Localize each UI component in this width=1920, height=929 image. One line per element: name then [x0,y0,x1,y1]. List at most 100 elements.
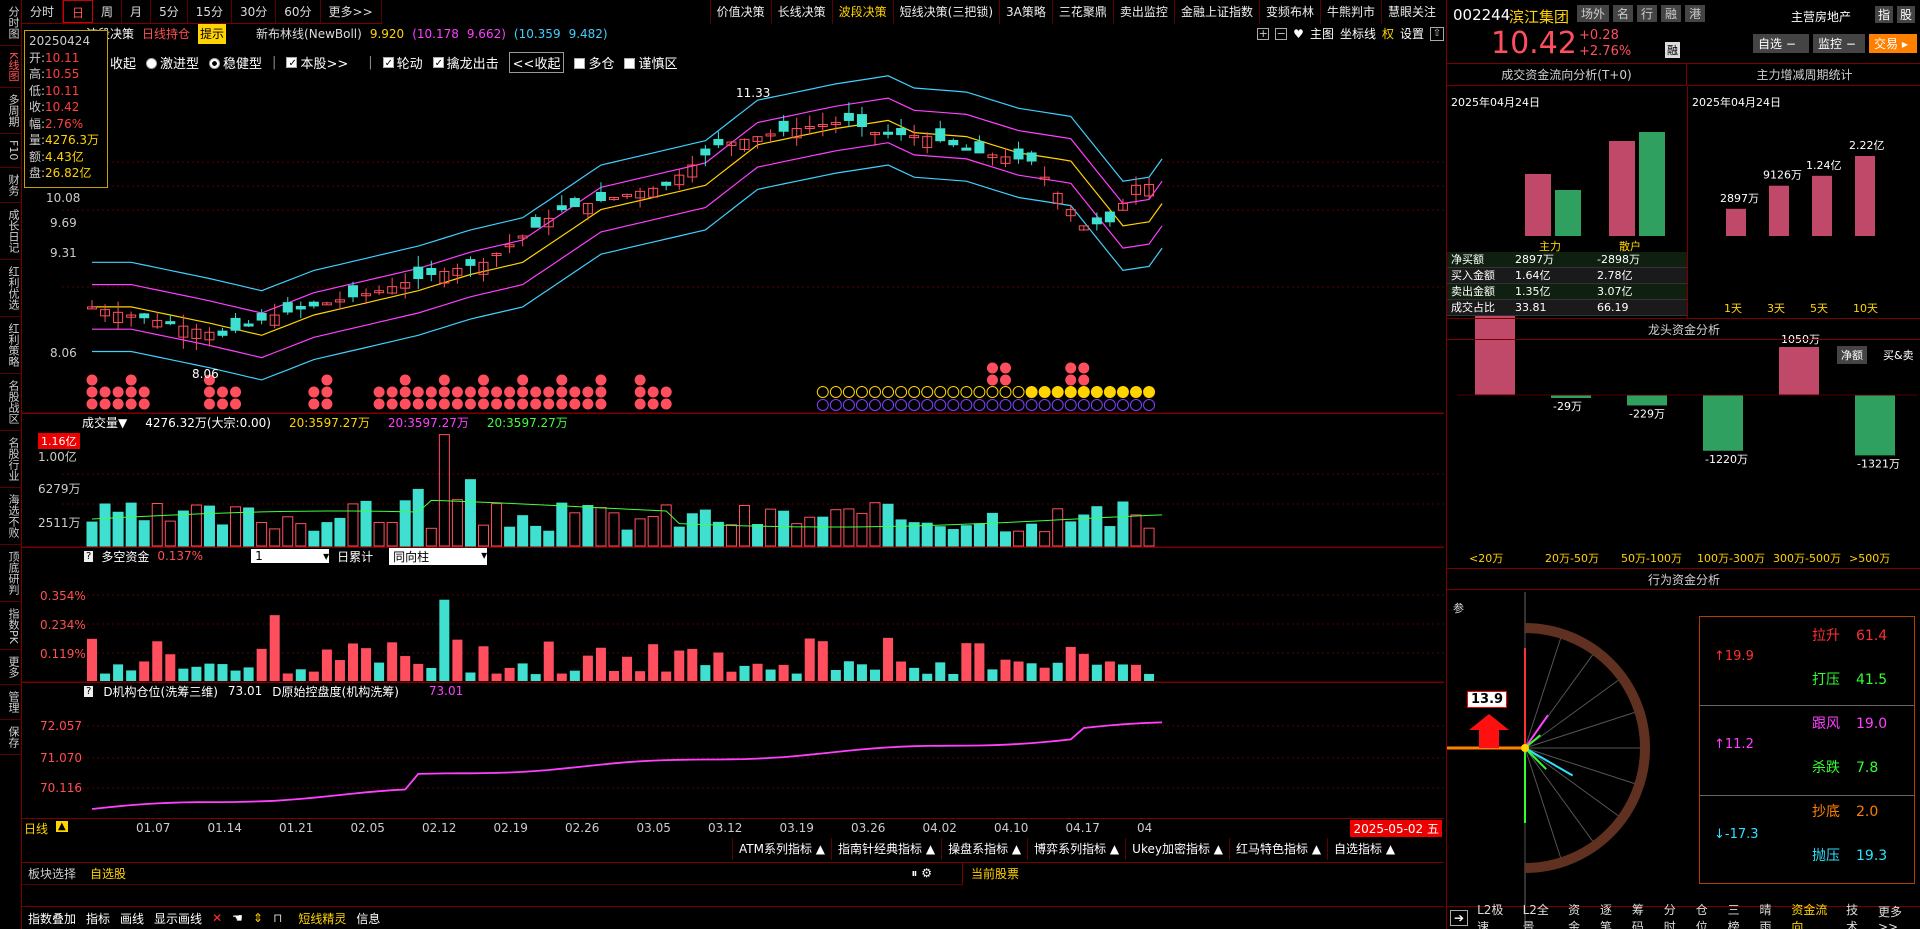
strategy-tab[interactable]: 慧眼关注 [1380,0,1442,24]
period-tab[interactable]: 15分 [188,0,232,23]
tool-indicator[interactable]: 指标 [86,911,111,926]
rotation-option[interactable]: 轮动 [382,53,423,72]
delete-icon[interactable]: ✕ [212,911,223,925]
side-menu-item[interactable]: 财务 [0,168,22,203]
strategy-tab[interactable]: 变频布林 [1258,0,1320,24]
catch-dragon-option[interactable]: 擒龙出击 [432,53,499,72]
period-tab[interactable]: 更多>> [321,0,382,23]
multi-position-option[interactable]: 多仓 [574,53,614,72]
monitor-button[interactable]: 监控 − [1813,34,1865,53]
side-menu-item[interactable]: 保存 [0,720,22,756]
tool-draw[interactable]: 画线 [120,911,145,926]
indicator-tab[interactable]: 博弈系列指标 ▲ [1027,838,1125,860]
side-menu-item[interactable]: 名股战区 [0,374,22,431]
index-button[interactable]: 指 [1875,6,1894,23]
indicator-tab[interactable]: 指南针经典指标 ▲ [831,838,941,860]
zoom-in-icon[interactable]: + [1257,27,1270,40]
trade-button[interactable]: 交易 ▸ [1869,34,1917,53]
strategy-tab[interactable]: 卖出监控 [1112,0,1174,24]
pause-icon[interactable]: ⏸ ⚙ [911,866,932,880]
fold-button[interactable]: <<收起 [508,52,565,73]
stock-button[interactable]: 股 [1897,6,1916,23]
heart-icon[interactable]: ♥ [1293,27,1304,41]
right-tab[interactable]: 晴雨 [1759,903,1772,929]
side-menu-item[interactable]: 分时图 [0,0,22,46]
right-tab[interactable]: L2全景 [1522,903,1549,929]
move-icon[interactable]: ⇕ [252,911,263,925]
this-stock-option[interactable]: 本股>> [286,53,348,72]
help-icon[interactable]: ? [84,685,94,697]
buy-sell-tab[interactable]: 买&卖 [1883,349,1914,362]
help-icon[interactable]: ? [84,550,94,562]
sprite-tab[interactable]: 短线精灵 [298,911,347,926]
hand-icon[interactable]: ☚ [232,911,243,925]
caution-zone-option[interactable]: 谨慎区 [624,53,677,72]
period-tab[interactable]: 60分 [276,0,321,23]
net-tab[interactable]: 净额 [1837,346,1867,364]
watchlist-tab[interactable]: 自选股 [90,867,127,881]
period-tab[interactable]: 30分 [232,0,277,23]
block-select[interactable]: 板块选择 [28,867,77,881]
indicator-tab[interactable]: 操盘系指标 ▲ [941,838,1027,860]
indicator-tab[interactable]: ATM系列指标 ▲ [732,838,831,860]
volume-label[interactable]: 成交量▼ [82,415,128,430]
side-menu-item[interactable]: 更多 [0,650,22,686]
side-menu-item[interactable]: 成长日记 [0,203,22,260]
quan-button[interactable]: 权 [1381,27,1394,41]
side-menu-item[interactable]: 红利优选 [0,260,22,317]
style-select[interactable]: 同向柱 ▾ [389,547,488,565]
side-menu-item[interactable]: 指数PK [0,602,22,651]
strategy-tab[interactable]: 波段决策 [831,0,893,24]
right-tab[interactable]: 筹码 [1631,903,1644,929]
tool-index-overlay[interactable]: 指数叠加 [28,911,77,926]
right-tab[interactable]: 资金 [1568,903,1581,929]
strategy-tab[interactable]: 长线决策 [770,0,832,24]
stock-tag[interactable]: 场外 [1577,5,1610,22]
play-icon[interactable]: ➔ [1450,910,1469,926]
strategy-tab[interactable]: 短线决策(三把锁) [892,0,999,24]
right-tab[interactable]: 逐笔 [1600,903,1613,929]
hint-badge[interactable]: 提示 [198,24,227,44]
watchlist-button[interactable]: 自选 − [1753,34,1809,53]
tool-show-draw[interactable]: 显示画线 [154,911,203,926]
side-menu-item[interactable]: 红利策略 [0,317,22,374]
side-menu-item[interactable]: 多周期 [0,88,22,135]
period-tab[interactable]: 月 [122,0,152,23]
right-tab[interactable]: 三榜 [1727,903,1740,929]
indicator-tab[interactable]: Ukey加密指标 ▲ [1125,838,1229,860]
settings-button[interactable]: 设置 [1399,27,1424,41]
side-menu-item[interactable]: 管理 [0,685,22,721]
strategy-tab[interactable]: 金融上证指数 [1173,0,1259,24]
side-menu-item[interactable]: 海选不败 [0,488,22,545]
main-chart-button[interactable]: 主图 [1309,27,1334,41]
coord-line-button[interactable]: 坐标线 [1339,27,1376,41]
kline-chart[interactable] [22,24,1444,854]
period-tab[interactable]: 周 [93,0,123,23]
side-menu-item[interactable]: K线图 [0,46,22,89]
period-select[interactable]: 1 ▾ [251,549,330,563]
strategy-tab[interactable]: 3A策略 [999,0,1052,24]
fullscreen-icon[interactable]: ⇧ [1430,27,1444,41]
lock-icon[interactable]: ⊓ [272,911,283,925]
radical-option[interactable]: 激进型 [146,53,199,72]
period-tab[interactable]: 分时 [22,0,64,23]
collapse-toggle[interactable]: 收起 [110,57,137,72]
financing-icon[interactable]: 融 [1665,42,1680,58]
right-tab[interactable]: 资金流向 [1791,903,1828,929]
side-menu-item[interactable]: 顶底研判 [0,545,22,602]
period-tab[interactable]: 日 [63,0,94,23]
stock-tag[interactable]: 港 [1685,5,1706,22]
side-menu-item[interactable]: 名股行业 [0,431,22,488]
strategy-tab[interactable]: 牛熊判市 [1319,0,1381,24]
side-menu-item[interactable]: F10 [0,134,22,168]
period-tab[interactable]: 5分 [151,0,188,23]
right-tab[interactable]: 仓位 [1695,903,1708,929]
right-tab[interactable]: 技术 [1846,903,1859,929]
current-stock-tab[interactable]: 当前股票 [962,863,1444,885]
strategy-tab[interactable]: 价值决策 [709,0,771,24]
steady-option[interactable]: 稳健型 [209,53,262,72]
right-tab[interactable]: 更多>> [1878,904,1903,929]
stock-tag[interactable]: 行 [1637,5,1658,22]
period-lock-icon[interactable]: ▲ [56,821,68,832]
info-tab[interactable]: 信息 [356,911,381,926]
